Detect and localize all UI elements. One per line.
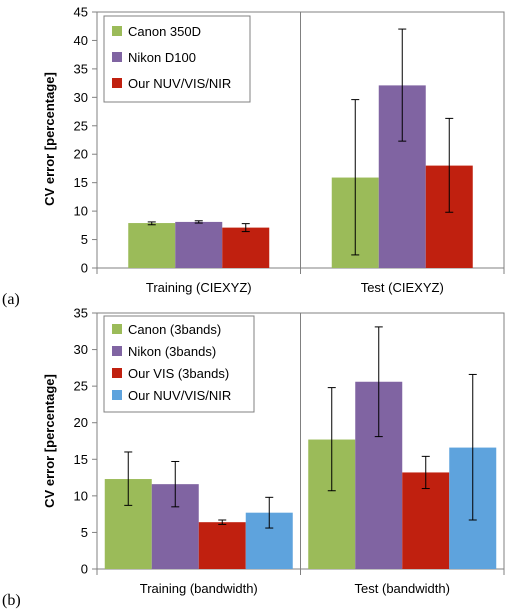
panel-label: (a) (2, 291, 20, 308)
legend-swatch (112, 390, 122, 400)
y-tick-label: 20 (74, 147, 88, 162)
y-tick-label: 40 (74, 33, 88, 48)
panel-label: (b) (2, 592, 21, 609)
legend-label: Our VIS (3bands) (128, 366, 229, 381)
bar-canon-350d-1 (128, 223, 176, 268)
category-label: Test (CIEXYZ) (361, 280, 444, 295)
y-tick-label: 15 (74, 452, 88, 467)
y-tick-label: 35 (74, 306, 88, 321)
y-tick-label: 15 (74, 175, 88, 190)
y-tick-label: 45 (74, 5, 88, 20)
y-tick-label: 25 (74, 118, 88, 133)
y-tick-label: 0 (81, 261, 88, 276)
legend-label: Canon (3bands) (128, 322, 221, 337)
y-tick-label: 0 (81, 562, 88, 577)
y-tick-label: 5 (81, 525, 88, 540)
y-tick-label: 30 (74, 342, 88, 357)
y-tick-label: 35 (74, 61, 88, 76)
y-tick-label: 25 (74, 379, 88, 394)
bar-our-nuv-vis-nir-1 (222, 227, 270, 268)
y-tick-label: 10 (74, 204, 88, 219)
y-axis-label: CV error [percentage] (42, 72, 57, 206)
y-tick-label: 20 (74, 415, 88, 430)
legend-swatch (112, 78, 122, 88)
legend-box (103, 315, 255, 413)
category-label: Training (CIEXYZ) (146, 280, 252, 295)
bar-nikon-d100-1 (175, 221, 223, 268)
y-tick-label: 5 (81, 232, 88, 247)
y-tick-label: 10 (74, 488, 88, 503)
legend-label: Nikon (3bands) (128, 344, 216, 359)
bar-our-vis-3bands--1 (198, 522, 246, 569)
category-label: Training (bandwidth) (140, 581, 258, 596)
legend-label: Our NUV/VIS/NIR (128, 388, 231, 403)
legend-swatch (112, 324, 122, 334)
legend-label: Nikon D100 (128, 50, 196, 65)
category-label: Test (bandwidth) (355, 581, 450, 596)
legend-swatch (112, 26, 122, 36)
legend-label: Our NUV/VIS/NIR (128, 76, 231, 91)
y-axis-label: CV error [percentage] (42, 374, 57, 508)
legend-label: Canon 350D (128, 24, 201, 39)
legend-swatch (112, 52, 122, 62)
legend-box (103, 15, 251, 103)
legend: Canon 350D Nikon D100 Our NUV/VIS/NIR (103, 15, 251, 103)
legend-swatch (112, 346, 122, 356)
y-tick-label: 30 (74, 90, 88, 105)
legend-swatch (112, 368, 122, 378)
chart-panel-1: 0 5 10 15 20 25 30 35 40 45 Training (CIEXYZ) Test … (2, 5, 505, 308)
legend: Canon (3bands) Nikon (3bands) Our VIS (3ba… (103, 315, 255, 413)
chart-panel-2: 0 5 10 15 20 25 30 35 Training (bandwidth) Test (… (2, 306, 505, 609)
